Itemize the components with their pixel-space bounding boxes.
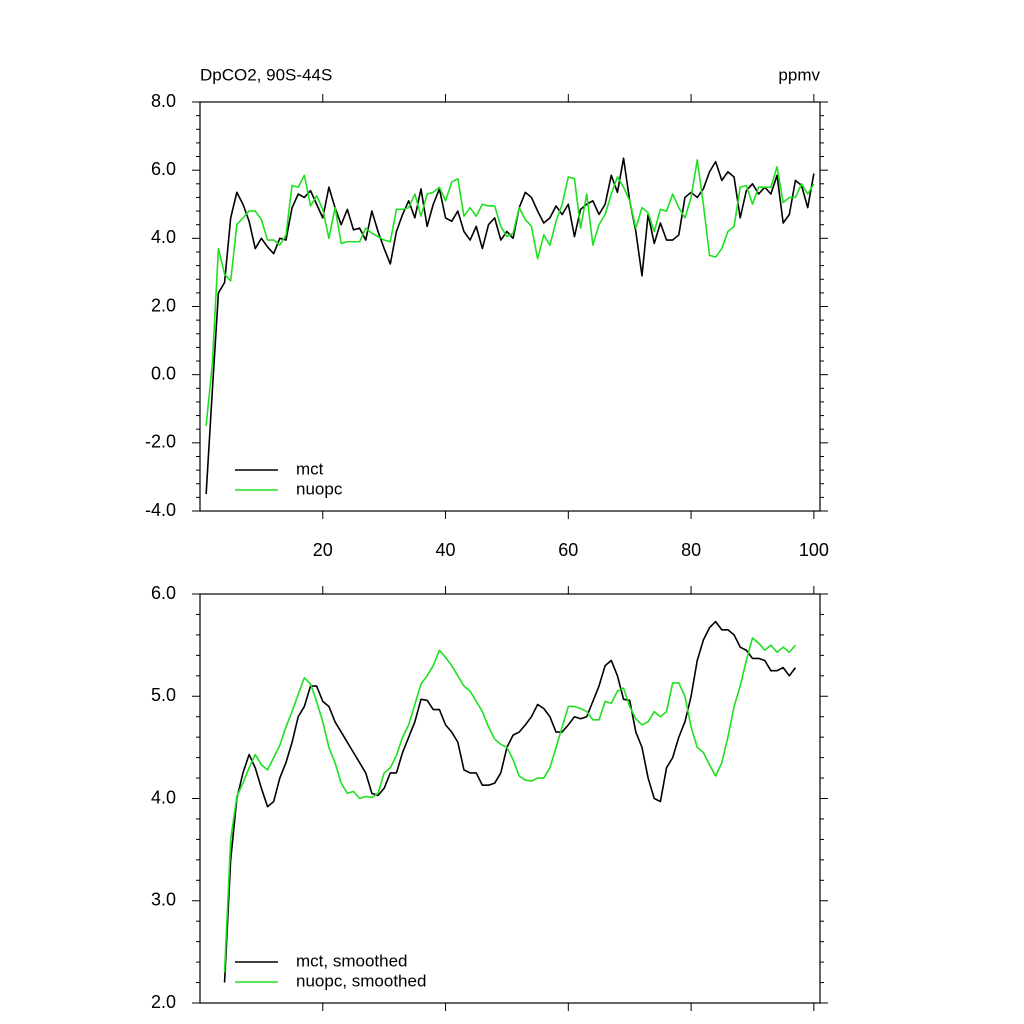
y-tick-label: 6.0 — [151, 159, 176, 179]
y-tick-label: 0.0 — [151, 363, 176, 383]
y-tick-label: 3.0 — [151, 890, 176, 910]
title-right: ppmv — [778, 65, 820, 84]
x-tick-label: 80 — [681, 540, 701, 560]
legend-label: nuopc — [296, 479, 343, 498]
y-tick-label: -2.0 — [145, 432, 176, 452]
y-tick-label: 4.0 — [151, 787, 176, 807]
legend-label: nuopc, smoothed — [296, 971, 426, 990]
y-tick-label: 5.0 — [151, 685, 176, 705]
title-left: DpCO2, 90S-44S — [200, 65, 332, 84]
plot-frame — [199, 593, 821, 1004]
y-tick-label: 6.0 — [151, 583, 176, 603]
legend-label: mct — [296, 459, 324, 478]
y-tick-label: 4.0 — [151, 227, 176, 247]
y-tick-label: 2.0 — [151, 992, 176, 1012]
x-tick-label: 60 — [558, 540, 578, 560]
plot-frame — [199, 101, 821, 512]
x-tick-label: 100 — [799, 540, 829, 560]
series-line — [205, 157, 815, 495]
series-line — [223, 620, 797, 983]
series-line — [223, 637, 797, 973]
x-tick-label: 40 — [436, 540, 456, 560]
y-tick-label: -4.0 — [145, 500, 176, 520]
series-line — [205, 159, 815, 426]
legend-label: mct, smoothed — [296, 951, 408, 970]
y-tick-label: 2.0 — [151, 295, 176, 315]
x-tick-label: 20 — [313, 540, 333, 560]
y-tick-label: 8.0 — [151, 91, 176, 111]
